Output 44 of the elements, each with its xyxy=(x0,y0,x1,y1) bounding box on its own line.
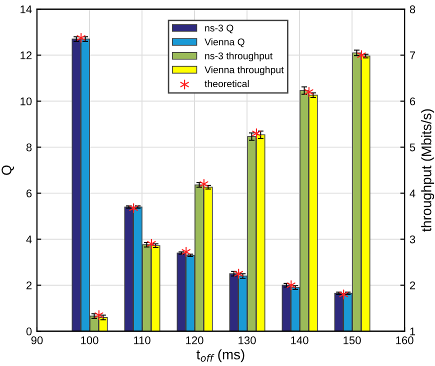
point xyxy=(286,280,296,290)
point xyxy=(304,87,314,97)
y2-tick-label: 2 xyxy=(410,281,416,290)
y-tick-label: 6 xyxy=(26,189,32,198)
legend-label: ns-3 throughput xyxy=(205,52,273,62)
point xyxy=(252,128,261,138)
y-tick-label: 4 xyxy=(26,236,32,244)
y2-tick-label: 7 xyxy=(410,52,416,60)
y-tick-label: 2 xyxy=(26,281,32,290)
legend-label: Vienna throughput xyxy=(204,66,284,76)
x-tick-label: 130 xyxy=(238,336,256,344)
x-tick-label: 110 xyxy=(134,336,150,344)
y-axis-title: Q xyxy=(2,165,14,175)
y2-tick-label: 3 xyxy=(410,235,416,244)
y2-tick-label: 8 xyxy=(410,5,416,14)
point xyxy=(94,310,104,320)
x-tick-label: 160 xyxy=(396,336,414,344)
y2-axis-title: throughput (Mbits/s) xyxy=(421,109,434,232)
x-tick-label: 120 xyxy=(186,336,204,344)
y2-tick-label: 1 xyxy=(410,328,416,336)
x-tick-label: 100 xyxy=(81,336,98,344)
point xyxy=(182,246,190,257)
point xyxy=(200,179,208,189)
x-tick-label: 140 xyxy=(291,336,308,344)
y2-tick-label: 4 xyxy=(410,190,416,198)
point xyxy=(76,32,86,43)
x-tick-label: 150 xyxy=(344,336,361,344)
point xyxy=(339,289,348,300)
point xyxy=(234,268,243,279)
y-tick-label: 10 xyxy=(20,97,32,106)
point xyxy=(129,203,138,214)
y-tick-label: 12 xyxy=(20,51,32,60)
legend-label: theoretical xyxy=(204,80,249,88)
x-tick-label: 90 xyxy=(31,336,43,344)
point xyxy=(357,50,366,60)
legend-label: Vienna Q xyxy=(204,38,244,48)
y-tick-label: 0 xyxy=(26,327,32,336)
y2-tick-label: 6 xyxy=(410,97,416,106)
y-tick-label: 8 xyxy=(26,143,32,152)
x-axis-title: t$_{off}$ (ms) xyxy=(196,349,244,362)
legend-label: ns-3 Q xyxy=(205,24,234,34)
point xyxy=(147,238,156,249)
y2-tick-label: 5 xyxy=(410,144,416,152)
y-tick-label: 14 xyxy=(20,6,32,14)
